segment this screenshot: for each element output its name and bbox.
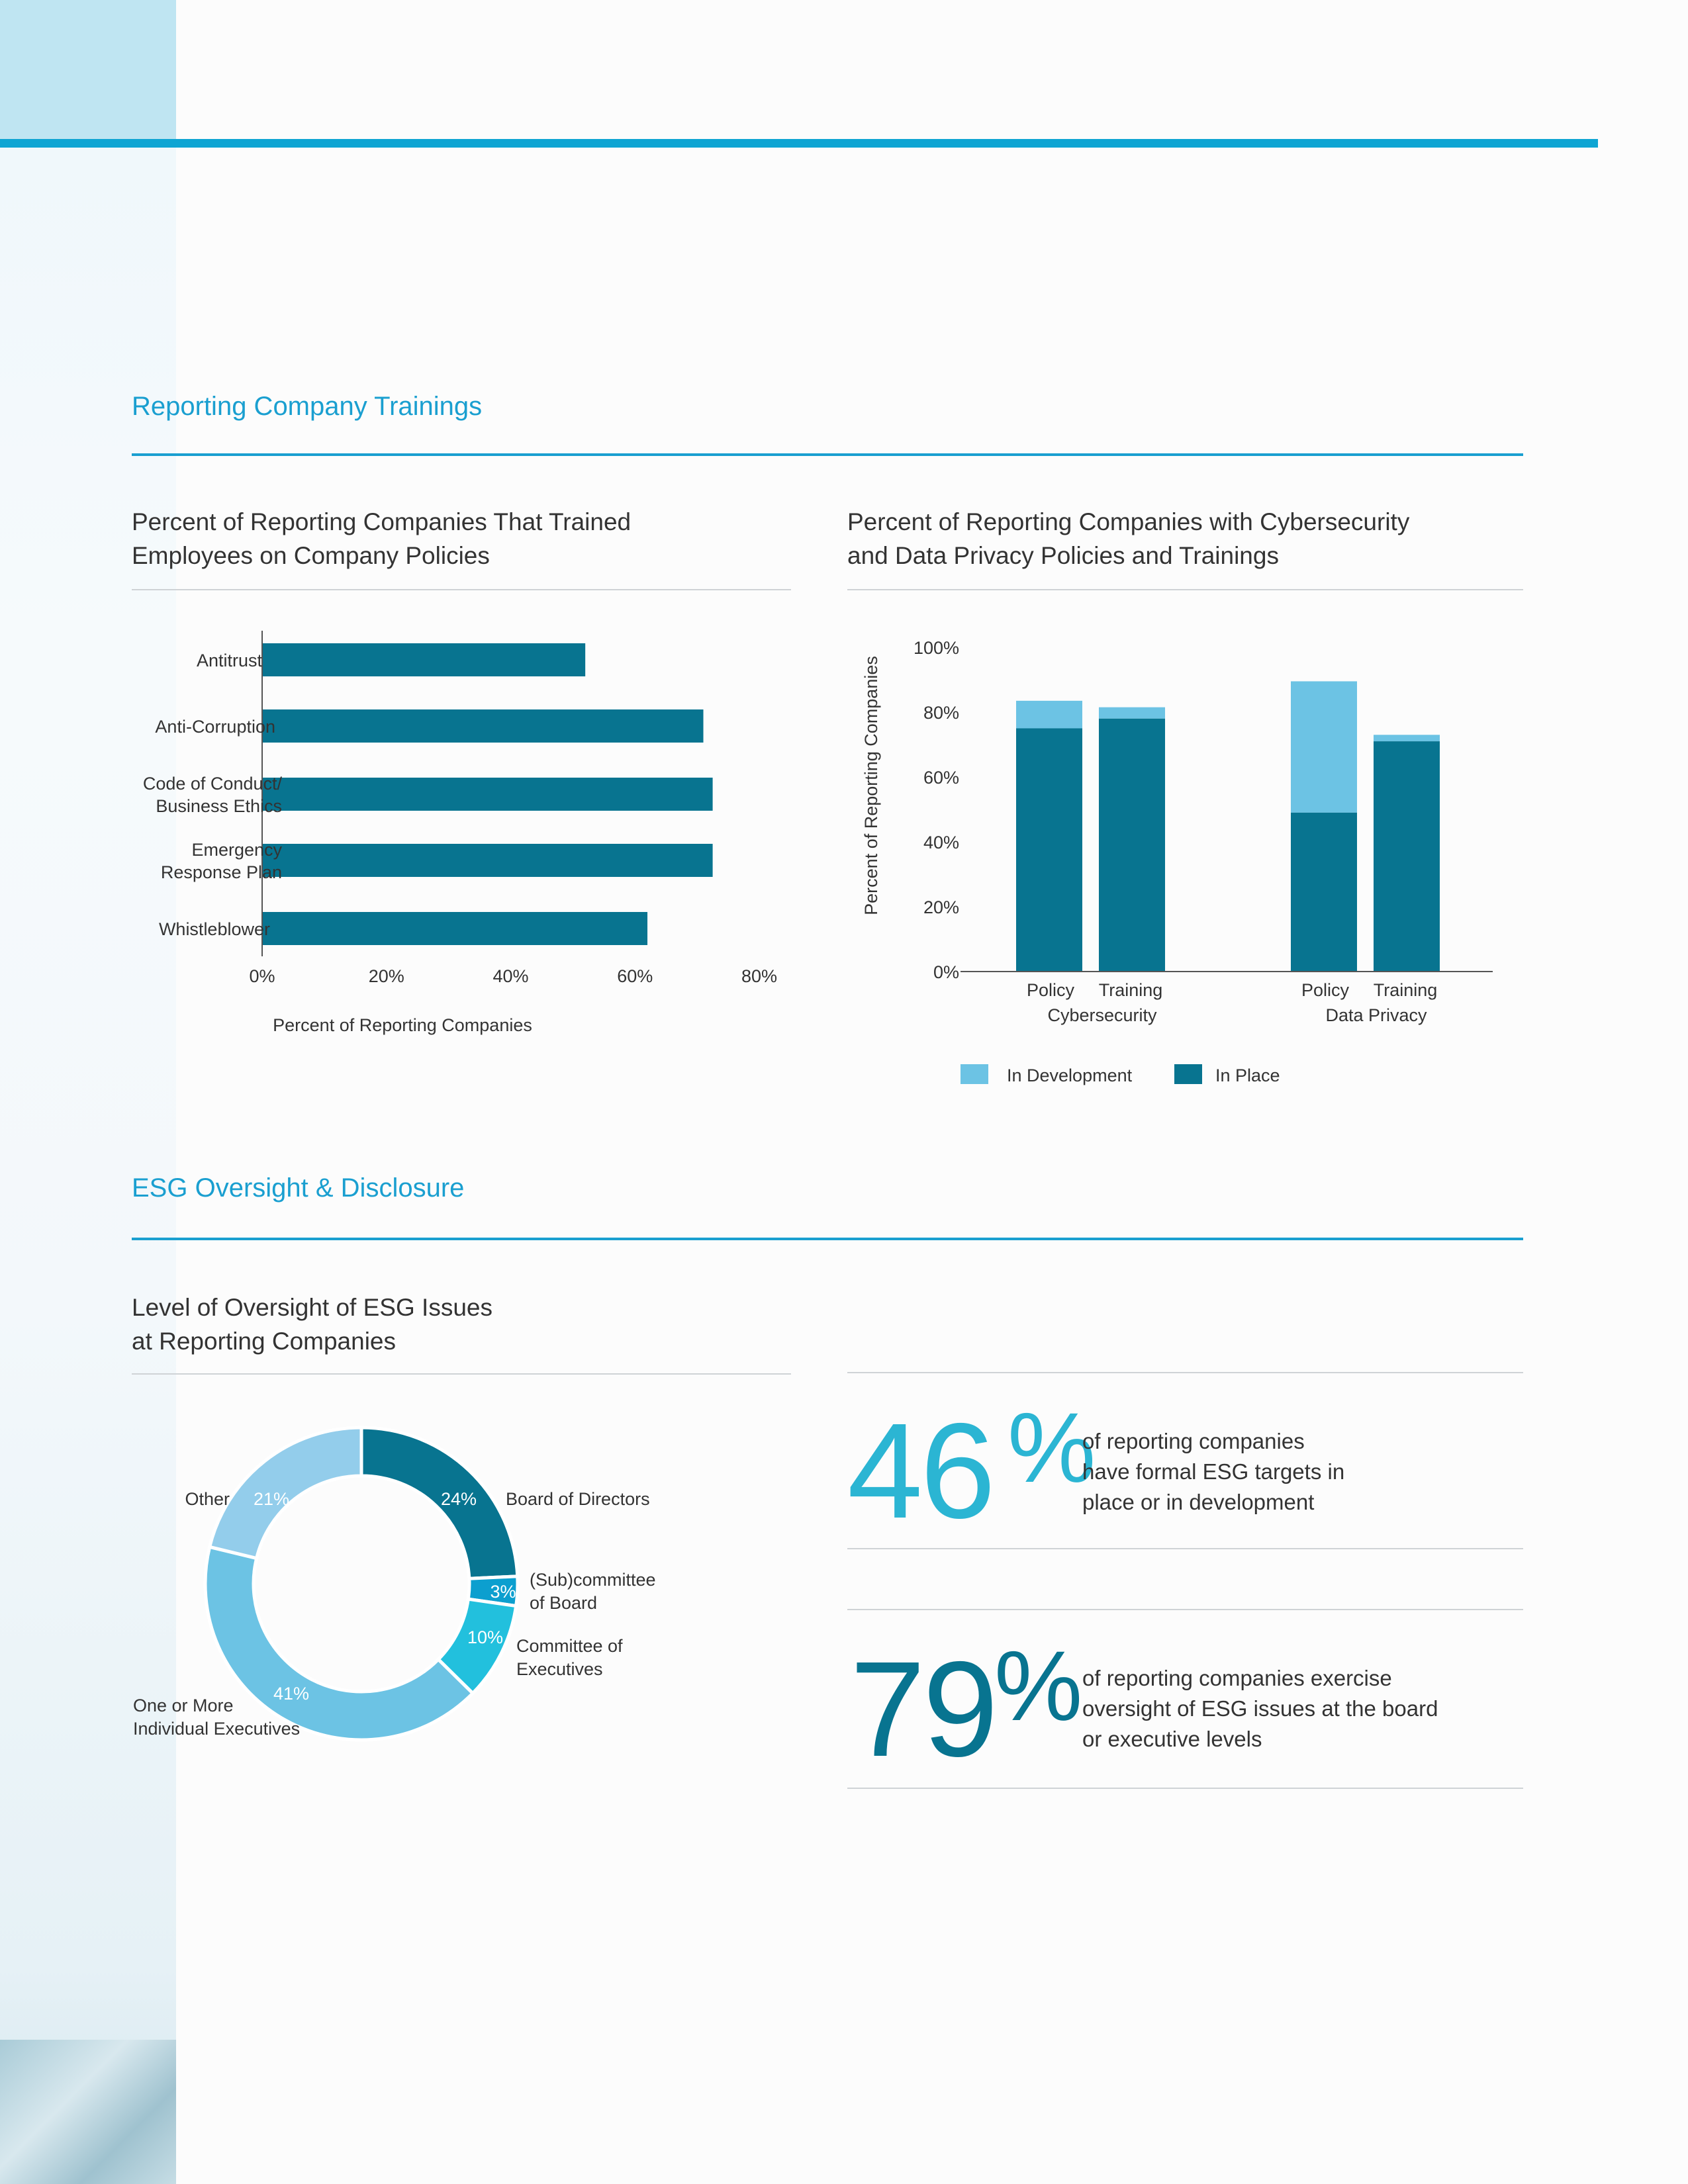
slice-label: Executives <box>516 1659 603 1679</box>
header-rule <box>0 139 1598 148</box>
percent-symbol: % <box>994 1630 1083 1741</box>
bar-in-development <box>1291 681 1357 813</box>
bar-in-development <box>1374 735 1440 742</box>
category-label: Emergency <box>191 840 282 860</box>
donut-slice <box>359 1426 520 1580</box>
chart-title-policies: Percent of Reporting Companies That Trai… <box>132 505 631 572</box>
stat-line: have formal ESG targets in <box>1082 1459 1345 1484</box>
slice-value-label: 21% <box>254 1489 289 1509</box>
section-rule <box>132 453 1523 456</box>
category-label: Training <box>1374 980 1438 1000</box>
section-title-trainings: Reporting Company Trainings <box>132 392 483 421</box>
y-tick-label: 60% <box>923 768 959 788</box>
section-title-esg: ESG Oversight & Disclosure <box>132 1173 465 1203</box>
divider <box>847 1609 1523 1610</box>
category-label: Antitrust <box>197 651 263 670</box>
slice-value-label: 24% <box>441 1489 477 1509</box>
divider <box>847 1548 1523 1549</box>
stat-line: of reporting companies exercise <box>1082 1666 1392 1690</box>
title-line: Level of Oversight of ESG Issues <box>132 1294 492 1321</box>
category-label: Response Plan <box>161 862 282 882</box>
decorative-photo <box>0 2040 176 2184</box>
y-tick-label: 80% <box>923 703 959 723</box>
bar-in-place <box>1291 812 1357 972</box>
header-block <box>0 0 176 140</box>
slice-label: of Board <box>530 1593 597 1613</box>
bar <box>262 844 713 877</box>
divider <box>847 1788 1523 1789</box>
divider <box>847 1372 1523 1373</box>
slice-label: (Sub)committee <box>530 1570 656 1590</box>
legend-swatch-in-place <box>1174 1064 1202 1084</box>
group-label: Cybersecurity <box>1047 1005 1157 1025</box>
x-tick-label: 40% <box>492 966 528 986</box>
slice-label: One or More <box>133 1696 234 1715</box>
category-label: Code of Conduct/ <box>143 774 283 794</box>
slice-value-label: 3% <box>490 1582 516 1602</box>
bar-in-place <box>1374 741 1440 972</box>
bar-in-place <box>1016 728 1082 972</box>
y-tick-label: 40% <box>923 833 959 852</box>
x-axis-label: Percent of Reporting Companies <box>273 1015 532 1035</box>
stat-description: of reporting companies exercise oversigh… <box>1082 1663 1546 1754</box>
title-line: Percent of Reporting Companies That Trai… <box>132 508 632 535</box>
y-tick-label: 0% <box>933 962 959 982</box>
legend-label: In Development <box>1007 1066 1133 1085</box>
stat-line: oversight of ESG issues at the board <box>1082 1696 1438 1721</box>
y-tick-label: 100% <box>914 638 959 658</box>
divider <box>132 589 791 590</box>
slice-label: Individual Executives <box>133 1719 300 1739</box>
donut-slice <box>207 1426 363 1561</box>
bar-in-development <box>1099 707 1165 719</box>
divider <box>847 589 1523 590</box>
category-label: Policy <box>1027 980 1075 1000</box>
slice-label: Board of Directors <box>506 1489 650 1509</box>
title-line: Employees on Company Policies <box>132 542 490 569</box>
chart-title-oversight: Level of Oversight of ESG Issues at Repo… <box>132 1291 492 1358</box>
donut-slice <box>203 1545 475 1742</box>
x-tick-label: 80% <box>741 966 777 986</box>
stat-number: 79 <box>850 1633 998 1785</box>
sidebar-background <box>0 0 176 2184</box>
legend-label: In Place <box>1215 1066 1280 1085</box>
y-axis-label: Percent of Reporting Companies <box>861 656 881 915</box>
title-line: Percent of Reporting Companies with Cybe… <box>847 508 1410 535</box>
bar <box>262 912 648 945</box>
bar <box>262 778 713 811</box>
y-tick-label: 20% <box>923 897 959 917</box>
slice-value-label: 10% <box>467 1627 503 1647</box>
category-label: Business Ethics <box>156 796 282 816</box>
title-line: and Data Privacy Policies and Trainings <box>847 542 1279 569</box>
slice-label: Committee of <box>516 1636 623 1656</box>
policies-bar-chart: Antitrust Anti-Corruption Code of Conduct/… <box>143 631 777 1035</box>
x-tick-label: 0% <box>249 966 275 986</box>
stat-line: place or in development <box>1082 1490 1315 1514</box>
percent-symbol: % <box>1008 1392 1096 1503</box>
stat-description: of reporting companies have formal ESG t… <box>1082 1426 1493 1518</box>
category-label: Policy <box>1301 980 1350 1000</box>
bar-in-place <box>1099 718 1165 972</box>
chart-title-cyber: Percent of Reporting Companies with Cybe… <box>847 505 1409 572</box>
slice-label: Other <box>185 1489 230 1509</box>
stat-line: or executive levels <box>1082 1727 1262 1751</box>
title-line: at Reporting Companies <box>132 1328 396 1355</box>
bar <box>262 643 586 676</box>
category-label: Training <box>1099 980 1163 1000</box>
legend-swatch-in-development <box>961 1064 988 1084</box>
category-label: Anti-Corruption <box>155 717 275 737</box>
x-tick-label: 60% <box>617 966 653 986</box>
x-tick-label: 20% <box>369 966 404 986</box>
slice-value-label: 41% <box>273 1684 309 1704</box>
category-label: Whistleblower <box>159 919 270 939</box>
bar-in-development <box>1016 700 1082 729</box>
stat-number: 46 <box>847 1395 996 1547</box>
oversight-donut-chart: 24% 3% 10% 41% 21% Board of Directors (Sub)com… <box>133 1426 656 1742</box>
stat-line: of reporting companies <box>1082 1429 1305 1453</box>
section-rule <box>132 1238 1523 1240</box>
divider <box>132 1373 791 1375</box>
cyber-stacked-bar-chart: Policy Training Policy Training 0% 20% 40% 60% 8… <box>861 638 1493 1085</box>
bar <box>262 709 704 743</box>
group-label: Data Privacy <box>1325 1005 1427 1025</box>
